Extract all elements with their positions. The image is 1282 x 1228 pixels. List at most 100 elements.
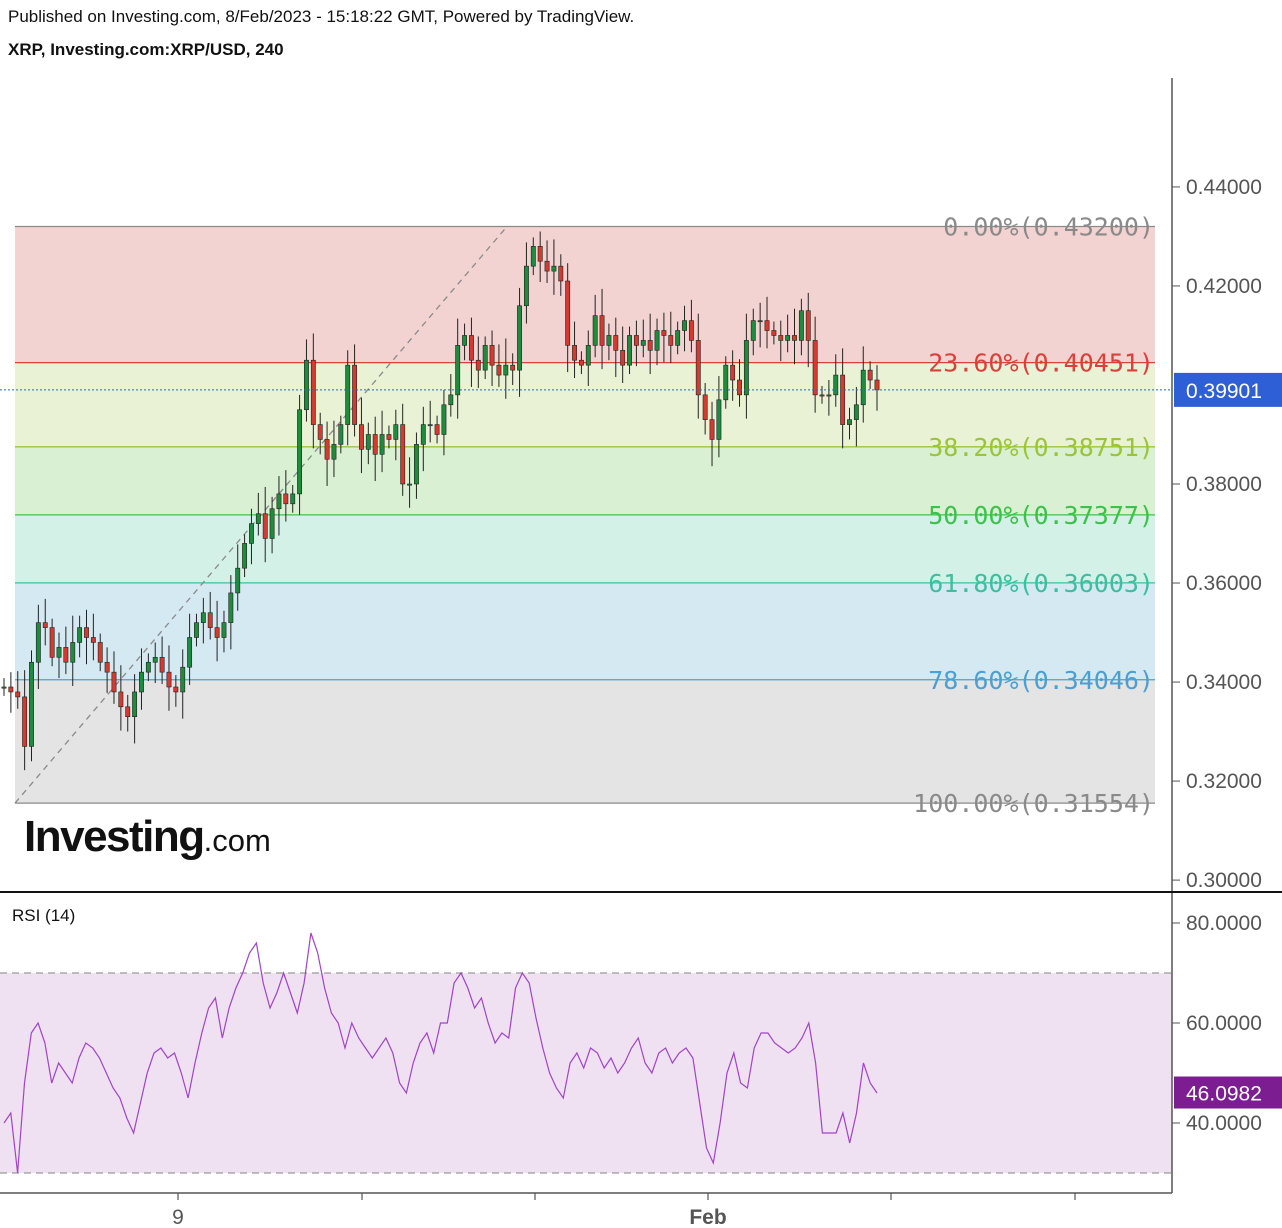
candle (441, 389, 447, 456)
candle-body (42, 622, 48, 628)
candle-body (695, 340, 701, 396)
candle (276, 476, 282, 536)
candle-body (194, 622, 199, 638)
candle-body (633, 335, 639, 346)
candle-body (716, 399, 722, 440)
candle (695, 313, 701, 419)
candle-body (551, 265, 557, 272)
candle (620, 326, 626, 383)
candle (578, 351, 584, 375)
candle-body (290, 493, 296, 505)
candle-body (606, 335, 612, 346)
candle-body (764, 320, 770, 331)
candle (262, 486, 268, 563)
candle (331, 420, 337, 478)
candle (317, 412, 323, 455)
candle (599, 288, 605, 370)
candle (640, 319, 646, 358)
logo-suffix: .com (203, 823, 271, 858)
candle (496, 344, 502, 387)
candle-body (750, 320, 756, 341)
candle (517, 287, 522, 397)
candle (723, 356, 729, 409)
candle (833, 354, 839, 407)
candle-body (255, 513, 261, 524)
candle-body (15, 691, 21, 698)
candle (310, 333, 316, 449)
fib-zone (15, 679, 1155, 804)
candle (407, 457, 412, 508)
fib-level-label: 100.00%(0.31554) (913, 789, 1154, 818)
candle (688, 299, 694, 353)
candle-body (682, 320, 687, 331)
candle (819, 385, 825, 404)
candle-body (331, 444, 337, 460)
rsi-panel (0, 932, 1172, 1174)
candle (200, 597, 206, 644)
candle (70, 615, 76, 687)
candles (1, 231, 880, 771)
candle (63, 626, 69, 675)
candle-body (276, 493, 282, 510)
candle (427, 400, 433, 443)
candle (551, 239, 557, 295)
candle-body (77, 627, 83, 643)
candle (386, 425, 392, 449)
candle (840, 348, 846, 449)
candle-body (249, 523, 254, 544)
fib-levels (15, 225, 1155, 804)
candle (49, 618, 55, 667)
candle-body (84, 627, 89, 638)
candle-body (517, 305, 522, 371)
candle (654, 318, 660, 366)
candle (352, 344, 358, 437)
candle-body (565, 280, 571, 346)
candle (372, 416, 378, 482)
fib-level-label: 50.00%(0.37377) (928, 501, 1154, 530)
candle (15, 671, 21, 709)
candle (544, 240, 550, 283)
candle-body (221, 622, 227, 638)
candle-body (242, 543, 248, 569)
candle (152, 642, 158, 684)
candle-body (530, 246, 536, 267)
y-tick-label: 0.36000 (1186, 572, 1262, 595)
candle-body (97, 642, 103, 663)
candle-body (469, 335, 474, 361)
y-tick-label: 0.30000 (1186, 869, 1262, 892)
price-badge-label: 0.39901 (1186, 380, 1262, 403)
candle (139, 648, 144, 710)
candle (290, 484, 296, 513)
candle (462, 323, 467, 361)
candle-body (496, 364, 502, 376)
candle (771, 321, 777, 345)
candle-body (352, 364, 358, 425)
candle (414, 432, 419, 499)
candle-body (510, 364, 516, 371)
candle-body (730, 364, 736, 381)
candle-body (613, 335, 619, 351)
candle-body (166, 671, 172, 688)
candle-body (317, 424, 323, 440)
candle (572, 321, 577, 379)
fib-level-label: 38.20%(0.38751) (928, 433, 1154, 462)
candle-body (661, 330, 667, 336)
candle (530, 237, 536, 276)
candle (743, 313, 749, 419)
candle-body (503, 364, 509, 376)
candle (393, 409, 399, 461)
candle (214, 600, 220, 662)
candle (434, 415, 440, 444)
candle (785, 314, 791, 353)
candle (778, 320, 784, 362)
candle-body (812, 340, 818, 396)
candle (523, 242, 529, 324)
candle (173, 675, 179, 707)
candle-body (455, 345, 461, 396)
candle (606, 323, 612, 361)
candle-body (235, 567, 241, 594)
candle-body (833, 374, 839, 396)
fib-level-label: 23.60%(0.40451) (928, 349, 1154, 378)
rsi-tick-label: 60.0000 (1186, 1012, 1262, 1035)
